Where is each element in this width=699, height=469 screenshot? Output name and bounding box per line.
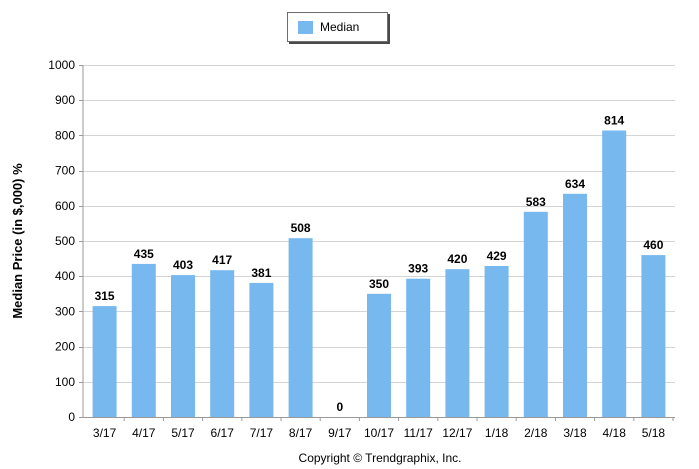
y-tick-label: 300 — [55, 304, 75, 318]
x-tick-label: 11/17 — [404, 426, 433, 440]
legend: Median — [287, 12, 388, 42]
bar — [171, 275, 195, 417]
data-label: 634 — [565, 177, 585, 191]
y-tick-labels: 0 100 200 300 400 500 600 700 800 900 1000 — [48, 58, 75, 424]
legend-swatch — [298, 20, 313, 34]
y-tick-label: 900 — [55, 93, 75, 107]
x-tick-label: 4/17 — [132, 426, 156, 440]
y-tick-label: 500 — [55, 234, 75, 248]
bar — [288, 238, 313, 417]
x-tick-label: 7/17 — [250, 426, 274, 440]
data-label: 403 — [173, 258, 193, 272]
x-tick-label: 5/17 — [171, 426, 195, 440]
bar — [484, 266, 509, 417]
x-tick-label: 10/17 — [364, 426, 394, 440]
bar — [641, 255, 666, 417]
data-label: 420 — [447, 252, 467, 266]
x-tick-label: 5/18 — [642, 426, 666, 440]
copyright-text: Copyright © Trendgraphix, Inc. — [299, 451, 462, 465]
x-tick-label: 4/18 — [603, 426, 627, 440]
x-tick-label: 12/17 — [442, 426, 472, 440]
y-tick-label: 1000 — [48, 58, 75, 72]
data-label: 429 — [487, 249, 507, 263]
data-label: 508 — [291, 221, 311, 235]
bar — [367, 293, 391, 417]
x-tick-label: 1/18 — [485, 426, 509, 440]
data-label: 315 — [95, 289, 115, 303]
axes — [82, 65, 675, 418]
data-label: 583 — [526, 195, 546, 209]
data-label: 435 — [134, 247, 154, 261]
data-label: 460 — [643, 238, 663, 252]
y-tick-label: 800 — [55, 128, 75, 142]
bar — [249, 282, 274, 417]
data-label: 381 — [251, 266, 271, 280]
y-axis-title: Median Price (in $,000) % — [10, 163, 25, 319]
x-tick-label: 8/17 — [289, 426, 313, 440]
data-label: 417 — [212, 253, 232, 267]
data-labels: 315 435 403 417 381 508 0 350 393 420 429 583 634 814… — [95, 114, 664, 415]
y-tick-label: 200 — [55, 340, 75, 354]
bar — [523, 211, 548, 417]
y-tick-label: 600 — [55, 199, 75, 213]
x-tick-label: 9/17 — [328, 426, 352, 440]
bar — [210, 270, 235, 417]
bar — [92, 306, 117, 417]
bar — [602, 130, 627, 417]
bar — [406, 278, 431, 417]
y-tick-label: 700 — [55, 164, 75, 178]
x-tick-label: 3/17 — [93, 426, 117, 440]
data-label: 350 — [369, 277, 389, 291]
bar — [563, 193, 587, 417]
data-label: 393 — [408, 262, 428, 276]
x-tick-label: 2/18 — [524, 426, 548, 440]
y-tick-label: 100 — [55, 375, 75, 389]
data-label: 814 — [604, 114, 624, 128]
y-tick-label: 400 — [55, 269, 75, 283]
bars — [92, 130, 666, 417]
bar — [131, 263, 156, 417]
legend-label: Median — [320, 20, 360, 34]
data-label: 0 — [336, 400, 343, 414]
y-tick-label: 0 — [68, 410, 75, 424]
x-tick-labels: 3/17 4/17 5/17 6/17 7/17 8/17 9/17 10/17 11/17 12… — [93, 417, 674, 440]
bar — [445, 269, 470, 417]
x-tick-label: 3/18 — [563, 426, 587, 440]
x-tick-label: 6/17 — [211, 426, 235, 440]
